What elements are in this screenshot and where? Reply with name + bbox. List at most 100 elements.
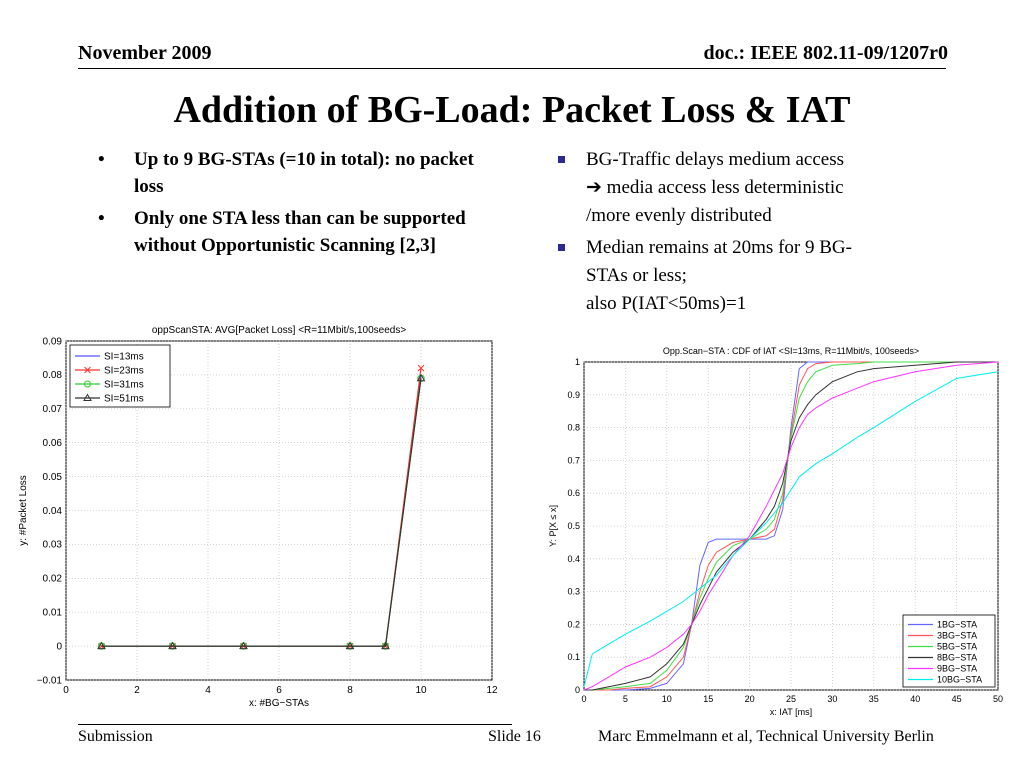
y-tick-label: 0.04 <box>43 506 63 517</box>
x-tick-label: 50 <box>993 694 1003 704</box>
y-tick-label: 0.08 <box>43 370 63 381</box>
x-tick-label: 10 <box>415 685 427 696</box>
y-tick-label: 0.3 <box>567 587 580 597</box>
data-point-triangle <box>97 641 106 650</box>
right-bullet-2-line1: Median remains at 20ms for 9 BG- <box>586 237 852 258</box>
y-tick-label: 1 <box>575 357 580 367</box>
data-point-triangle <box>168 641 177 650</box>
x-tick-label: 0 <box>63 685 69 696</box>
left-bullet-1-text: Up to 9 BG-STAs (=10 in total): no packe… <box>134 149 474 197</box>
y-tick-label: 0.02 <box>43 574 63 585</box>
y-tick-label: 0.7 <box>567 455 580 465</box>
legend-entry: SI=23ms <box>104 365 144 376</box>
data-point-triangle <box>239 641 248 650</box>
y-tick-label: 0.4 <box>567 554 580 564</box>
slide-title: Addition of BG-Load: Packet Loss & IAT <box>173 89 851 131</box>
y-tick-label: 0 <box>575 685 580 695</box>
x-tick-label: 15 <box>703 694 713 704</box>
legend-entry: 5BG−STA <box>937 642 977 652</box>
y-tick-label: −0.01 <box>37 675 63 686</box>
legend-marker-circle <box>84 380 91 388</box>
right-bullet-2: Median remains at 20ms for 9 BG- STAs or… <box>556 234 926 318</box>
series-line-8BG−STA <box>584 361 998 691</box>
left-bullet-list: • Up to 9 BG-STAs (=10 in total): no pack… <box>92 146 492 264</box>
y-tick-label: 0.1 <box>567 652 580 662</box>
legend-entry: SI=51ms <box>104 393 144 404</box>
bullet-dot-icon: • <box>98 149 105 170</box>
legend-entry: 9BG−STA <box>937 664 977 674</box>
x-tick-label: 45 <box>952 694 962 704</box>
left-bullet-2: • Only one STA less than can be supported… <box>92 205 492 259</box>
y-axis-label: y: #Packet Loss <box>18 475 29 546</box>
legend-marker-x <box>84 366 91 374</box>
data-point-triangle <box>381 641 390 650</box>
legend-entry: 1BG−STA <box>937 620 977 630</box>
footer-slide-number: Slide 16 <box>488 728 541 745</box>
y-tick-label: 0 <box>56 641 62 652</box>
data-point-triangle <box>345 641 355 650</box>
chart-title: oppScanSTA: AVG[Packet Loss] <R=11Mbit/s… <box>152 325 406 336</box>
x-tick-label: 35 <box>869 694 879 704</box>
legend-marker-triangle <box>83 393 92 401</box>
data-point-triangle <box>416 373 426 382</box>
header-date: November 2009 <box>78 42 212 64</box>
series-line-3BG−STA <box>584 361 998 691</box>
series-line-SI=51ms <box>101 378 422 647</box>
x-tick-label: 12 <box>486 685 498 696</box>
legend-entry: SI=13ms <box>104 351 144 362</box>
header-doc-id: doc.: IEEE 802.11-09/1207r0 <box>703 42 948 64</box>
iat-cdf-chart: 0 5 10 15 20 25 30 35 40 45 50 0 0.1 0.2 0.3 0.4 0.5 0.6 0… <box>548 346 1003 717</box>
y-axis-label: Y: P[X ≤ x] <box>548 505 558 547</box>
y-tick-label: 0.07 <box>43 404 63 415</box>
x-axis-label: x: #BG−STAs <box>249 698 309 709</box>
x-tick-label: 25 <box>786 694 796 704</box>
y-tick-label: 0.2 <box>567 619 580 629</box>
left-bullet-1: • Up to 9 BG-STAs (=10 in total): no pack… <box>92 146 492 200</box>
header-rule <box>78 68 946 69</box>
x-tick-label: 30 <box>827 694 837 704</box>
x-tick-label: 8 <box>347 685 353 696</box>
footer-submission: Submission <box>78 728 153 745</box>
bullet-dot-icon: • <box>98 208 105 229</box>
series-line-10BG−STA <box>583 371 999 687</box>
right-bullet-1-line2: ➔ media access less deterministic <box>586 177 844 198</box>
y-tick-label: 0.5 <box>567 521 580 531</box>
x-tick-label: 6 <box>276 685 282 696</box>
right-bullet-2-line2: STAs or less; <box>586 265 687 286</box>
right-bullet-1: BG-Traffic delays medium access ➔ media … <box>556 146 926 230</box>
x-tick-label: 0 <box>581 694 586 704</box>
legend-entry: 10BG−STA <box>937 675 982 685</box>
y-tick-label: 0.8 <box>567 423 580 433</box>
y-tick-label: 0.05 <box>43 472 63 483</box>
y-tick-label: 0.01 <box>43 608 63 619</box>
legend-entry: 3BG−STA <box>937 631 977 641</box>
x-tick-label: 4 <box>205 685 211 696</box>
right-bullet-list: BG-Traffic delays medium access ➔ media … <box>556 146 926 322</box>
right-bullet-1-line1: BG-Traffic delays medium access <box>586 149 845 170</box>
x-tick-label: 20 <box>745 694 755 704</box>
series-line-5BG−STA <box>584 361 998 691</box>
packet-loss-chart: 0 2 4 6 8 10 12−0.0100.010.020.030.040.050.060… <box>18 325 498 709</box>
x-tick-label: 2 <box>134 685 140 696</box>
right-bullet-1-line3: /more evenly distributed <box>586 205 772 226</box>
chart-title: Opp.Scan−STA : CDF of IAT <SI=13ms, R=11… <box>663 346 919 356</box>
legend-box <box>902 614 996 688</box>
x-tick-label: 5 <box>623 694 628 704</box>
left-bullet-2-text: Only one STA less than can be supported … <box>134 208 466 256</box>
square-bullet-icon <box>558 156 565 163</box>
footer-author: Marc Emmelmann et al, Technical Universi… <box>598 728 934 745</box>
series-line-9BG−STA <box>583 361 999 691</box>
legend-entry: 8BG−STA <box>937 653 977 663</box>
x-tick-label: 10 <box>662 694 672 704</box>
x-tick-label: 40 <box>910 694 920 704</box>
square-bullet-icon <box>558 244 565 251</box>
y-tick-label: 0.03 <box>43 540 63 551</box>
y-tick-label: 0.09 <box>43 336 63 347</box>
y-tick-label: 0.6 <box>567 488 580 498</box>
y-tick-label: 0.06 <box>43 438 63 449</box>
legend-entry: SI=31ms <box>104 379 144 390</box>
x-axis-label: x: IAT [ms] <box>770 707 812 717</box>
right-bullet-2-line3: also P(IAT<50ms)=1 <box>586 293 747 314</box>
data-point-x <box>417 364 425 372</box>
footer-rule <box>78 724 512 725</box>
